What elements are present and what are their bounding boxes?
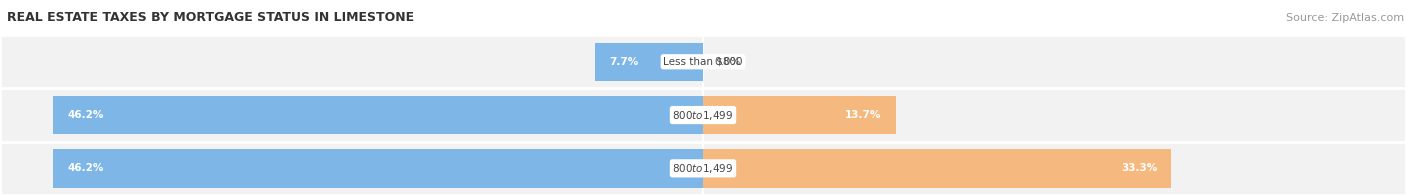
Bar bbox=[595, 43, 703, 81]
Text: 0.0%: 0.0% bbox=[714, 57, 741, 67]
Bar bbox=[0, 88, 1406, 142]
Text: REAL ESTATE TAXES BY MORTGAGE STATUS IN LIMESTONE: REAL ESTATE TAXES BY MORTGAGE STATUS IN … bbox=[7, 11, 415, 24]
Bar bbox=[53, 149, 703, 188]
Bar bbox=[53, 96, 703, 134]
Text: $800 to $1,499: $800 to $1,499 bbox=[672, 162, 734, 175]
Bar bbox=[0, 142, 1406, 195]
Text: 33.3%: 33.3% bbox=[1121, 163, 1157, 173]
Text: 13.7%: 13.7% bbox=[845, 110, 882, 120]
Text: $800 to $1,499: $800 to $1,499 bbox=[672, 109, 734, 121]
Text: 46.2%: 46.2% bbox=[67, 110, 104, 120]
Bar bbox=[703, 96, 896, 134]
Text: Less than $800: Less than $800 bbox=[664, 57, 742, 67]
Bar bbox=[0, 35, 1406, 88]
Bar bbox=[703, 149, 1171, 188]
Text: 46.2%: 46.2% bbox=[67, 163, 104, 173]
Text: Source: ZipAtlas.com: Source: ZipAtlas.com bbox=[1286, 12, 1405, 23]
Text: 7.7%: 7.7% bbox=[609, 57, 638, 67]
